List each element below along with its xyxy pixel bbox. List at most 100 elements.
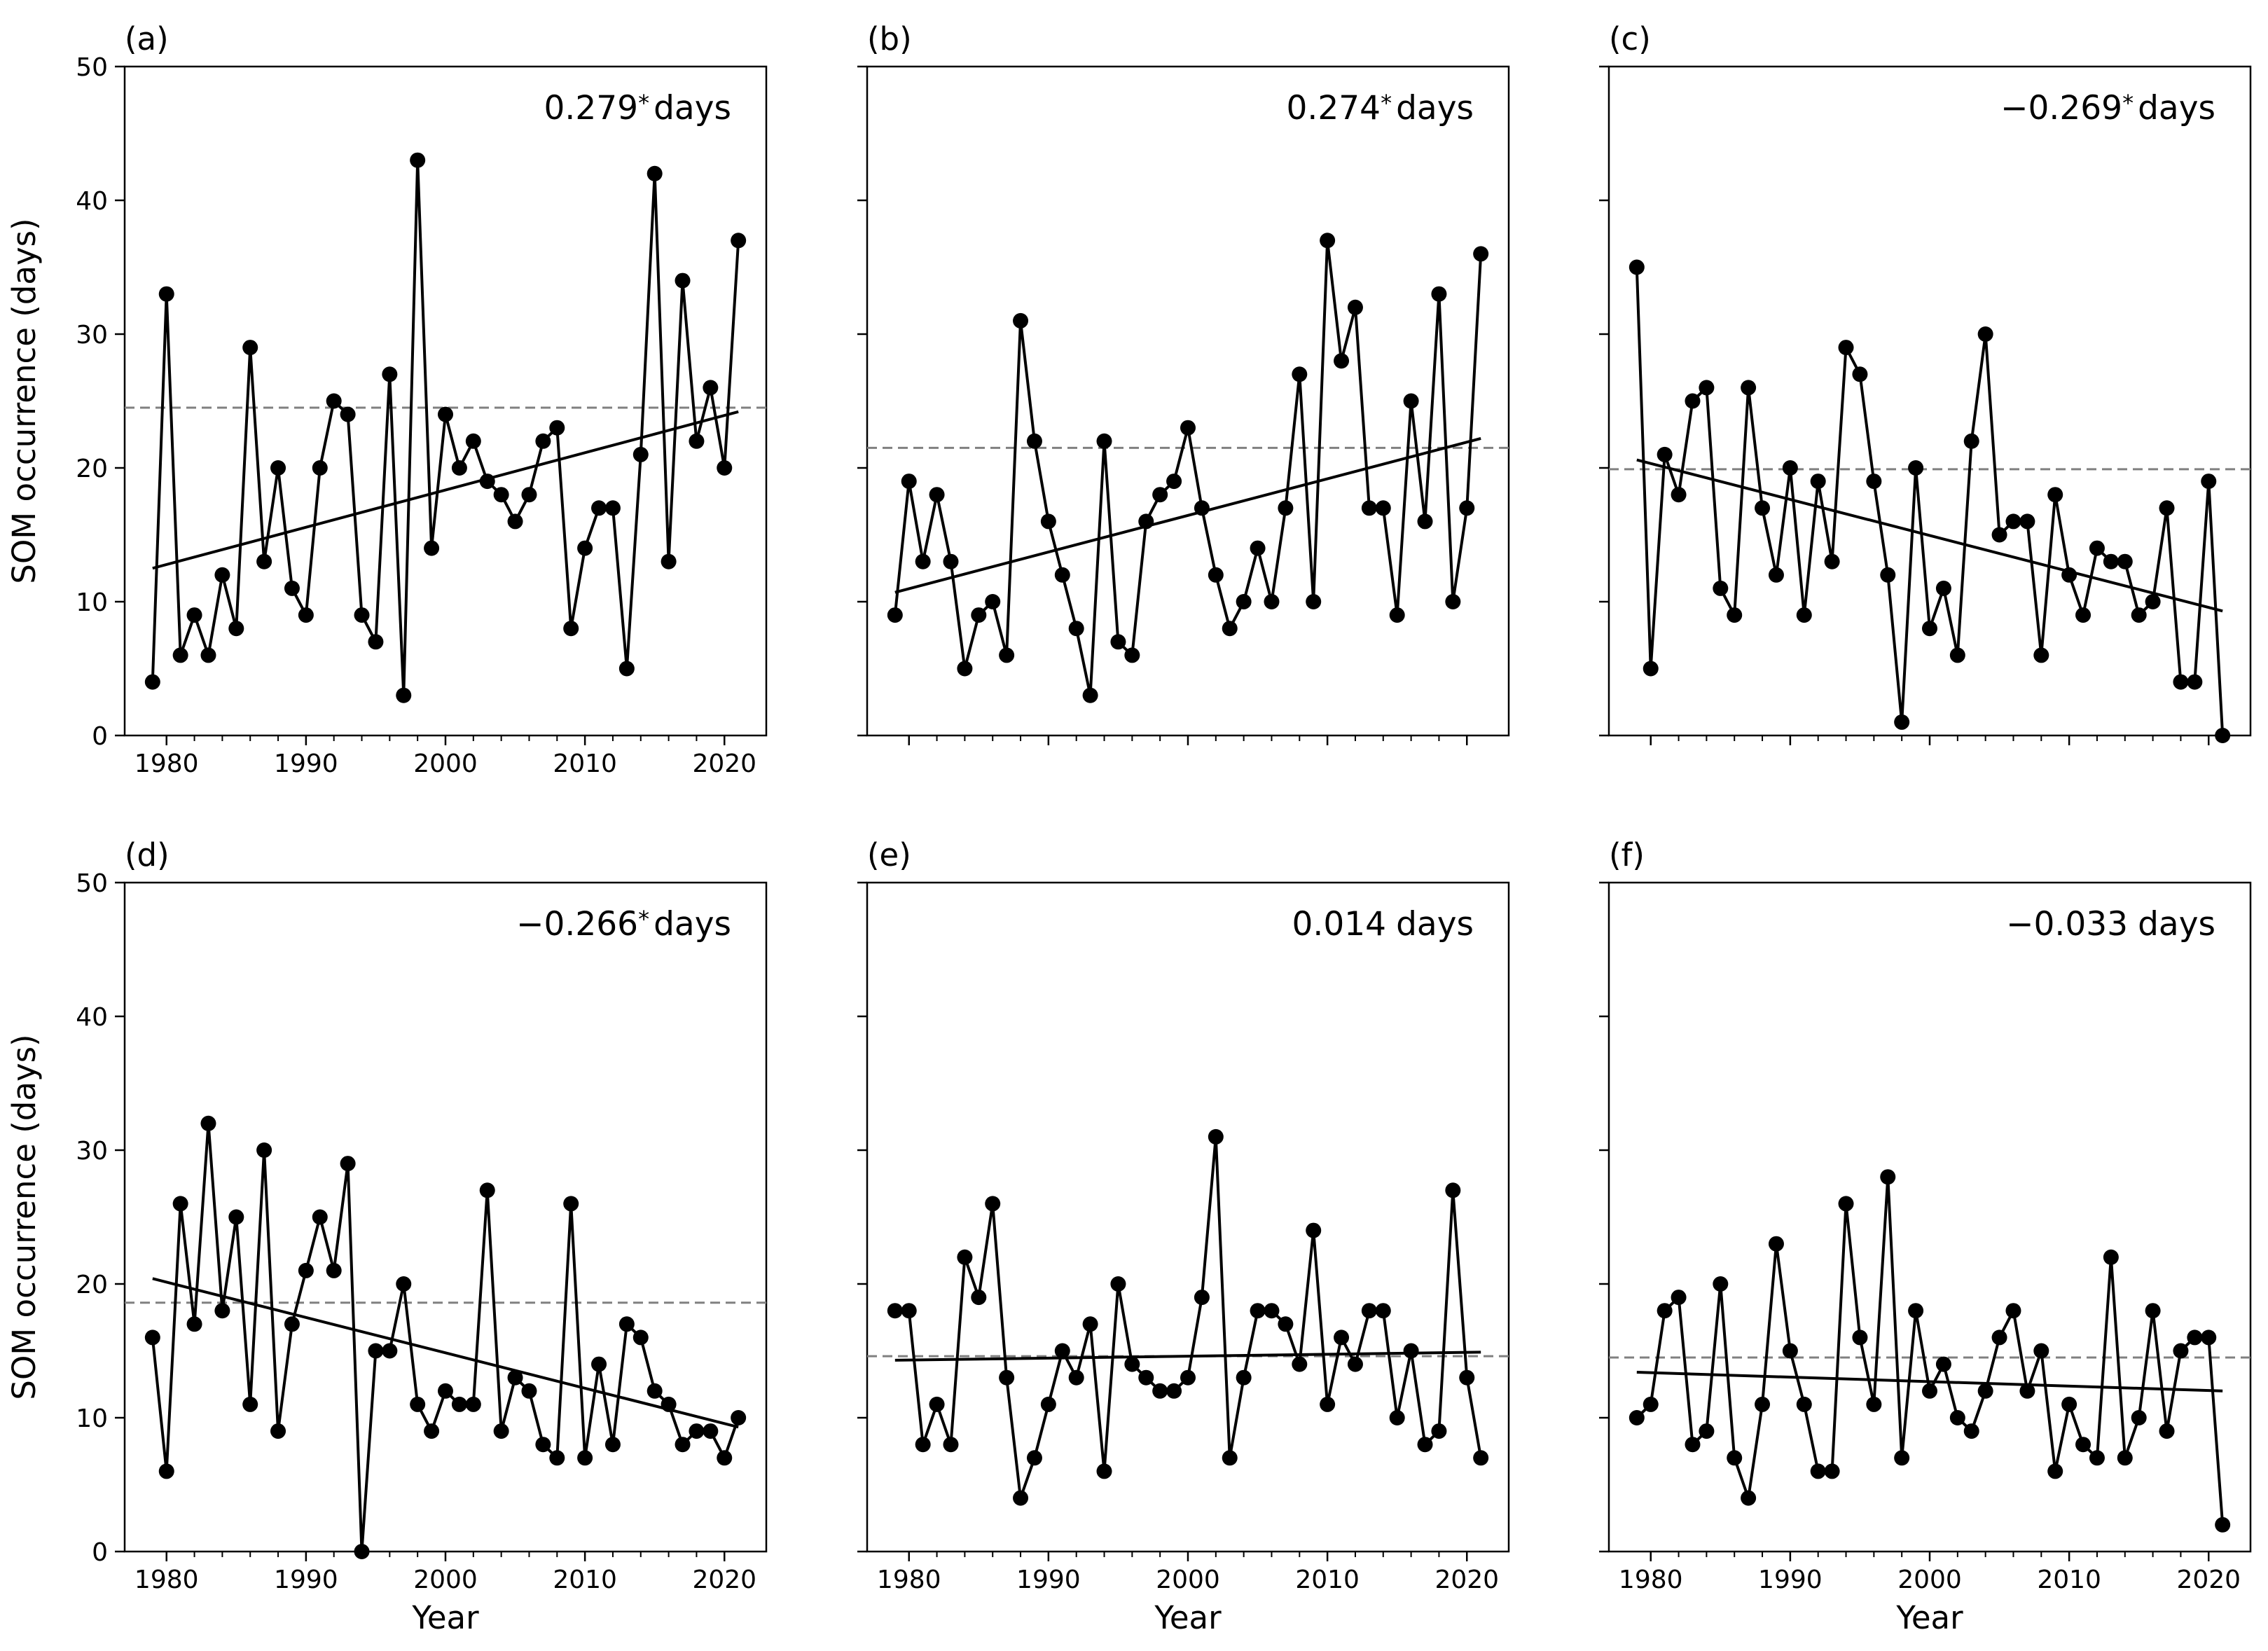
data-point	[2075, 607, 2091, 623]
data-point	[284, 1316, 300, 1332]
data-point	[549, 420, 565, 436]
data-point	[1417, 1437, 1433, 1453]
data-point	[214, 1303, 230, 1319]
y-tick-label: 40	[76, 187, 108, 216]
y-tick-label: 50	[76, 869, 108, 898]
panel-e: 1980 1990 2000 2010 2020 Year (e) 0.014 days	[857, 836, 1510, 1636]
data-point	[507, 1369, 523, 1386]
data-point	[591, 500, 607, 516]
x-tick-label: 2010	[553, 749, 617, 778]
x-tick-label: 2010	[2037, 1566, 2101, 1594]
x-tick-label: 1990	[274, 1566, 338, 1594]
y-tick-label: 30	[76, 321, 108, 350]
data-point	[1445, 594, 1461, 609]
trend-annotation: 0.014 days	[1292, 905, 1474, 944]
data-point	[1222, 621, 1238, 637]
series-line	[151, 1121, 740, 1553]
data-point	[1180, 1369, 1196, 1386]
data-point	[451, 460, 467, 476]
x-tick-label: 2000	[1897, 1566, 1962, 1594]
data-point	[563, 621, 579, 637]
data-point	[1657, 446, 1673, 462]
data-point	[915, 1437, 931, 1453]
plot-frame	[866, 881, 1510, 1553]
x-tick-label: 2020	[692, 749, 756, 778]
data-point	[1110, 1276, 1126, 1292]
data-point	[2173, 1343, 2189, 1359]
data-point	[1741, 380, 1757, 396]
trend-line	[1636, 458, 2223, 613]
data-point	[646, 165, 663, 181]
data-point	[228, 1209, 244, 1225]
data-point	[2187, 1329, 2203, 1346]
data-point	[200, 647, 216, 663]
data-point	[703, 1423, 719, 1439]
panel-label: (e)	[867, 836, 911, 873]
data-point	[901, 474, 917, 490]
plot-frame	[123, 881, 768, 1553]
x-tick-label: 2000	[1156, 1566, 1220, 1594]
data-point	[1768, 1236, 1784, 1252]
data-point	[591, 1356, 607, 1372]
data-point	[1166, 1383, 1182, 1399]
trend-unit: days	[654, 905, 731, 944]
data-point	[1278, 500, 1294, 516]
data-point	[1963, 433, 1979, 449]
data-point	[1755, 1396, 1771, 1412]
trend-value: 0.274	[1287, 89, 1381, 127]
data-point	[451, 1396, 467, 1412]
data-point	[661, 1396, 677, 1412]
data-point	[144, 674, 160, 690]
data-point	[2187, 674, 2203, 690]
data-point	[228, 621, 244, 637]
data-point	[424, 1423, 440, 1439]
y-tick-label: 40	[76, 1003, 108, 1032]
data-point	[2215, 1517, 2231, 1533]
trend-annotation: −0.033 days	[2006, 905, 2215, 944]
data-point	[2033, 647, 2049, 663]
panel-label: (b)	[867, 20, 912, 57]
data-point	[957, 1249, 973, 1265]
panel-f: 1980 1990 2000 2010 2020 Year (f) −0.033 days	[1599, 836, 2252, 1636]
data-point	[1334, 353, 1350, 369]
data-point	[172, 1196, 188, 1212]
data-point	[971, 1290, 987, 1306]
y-tick-label: 50	[76, 53, 108, 82]
data-point	[929, 487, 945, 503]
data-point	[1306, 1222, 1322, 1238]
data-point	[1824, 1463, 1840, 1479]
data-point	[1685, 1437, 1701, 1453]
data-point	[1040, 1396, 1056, 1412]
data-point	[354, 1544, 370, 1559]
panel-d: 1980 1990 2000 2010 2020 0 10 20 30 40 50 SOM occur…	[6, 836, 768, 1636]
data-point	[354, 607, 370, 623]
data-point	[1194, 500, 1210, 516]
data-point	[1894, 1450, 1910, 1466]
data-point	[2159, 500, 2175, 516]
data-point	[1991, 1329, 2007, 1346]
data-point	[2201, 1329, 2217, 1346]
x-tick-label: 2010	[1295, 1566, 1360, 1594]
data-point	[1671, 1290, 1687, 1306]
plot-frame	[123, 65, 768, 737]
data-point	[1096, 1463, 1112, 1479]
data-point	[2173, 674, 2189, 690]
data-point	[731, 233, 747, 249]
data-point	[382, 366, 398, 382]
data-point	[901, 1303, 917, 1319]
data-point	[410, 152, 426, 168]
data-point	[1054, 567, 1070, 583]
data-point	[1629, 259, 1645, 275]
trend-value: −0.033	[2006, 905, 2128, 944]
data-point	[1375, 1303, 1391, 1319]
data-point	[1403, 393, 1419, 409]
trend-value: −0.266	[516, 905, 638, 944]
data-point	[661, 553, 677, 569]
data-point	[298, 607, 314, 623]
panel-label: (f)	[1609, 836, 1645, 873]
data-point	[1977, 326, 1993, 342]
data-point	[1908, 460, 1924, 476]
data-point	[535, 433, 551, 449]
data-point	[1657, 1303, 1673, 1319]
x-tick-label: 1990	[1016, 1566, 1081, 1594]
